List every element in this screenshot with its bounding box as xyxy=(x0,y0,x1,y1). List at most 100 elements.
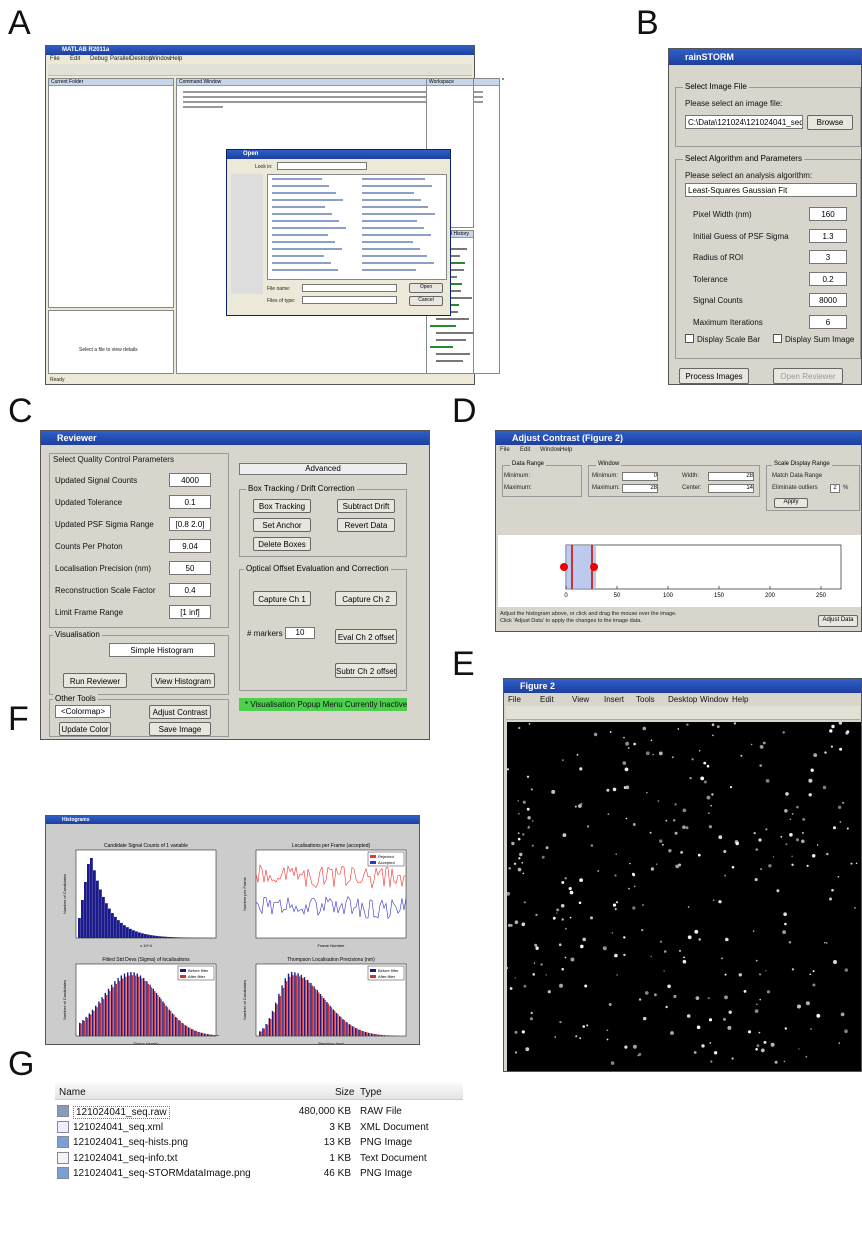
spot xyxy=(756,1003,758,1005)
menu-item[interactable]: Edit xyxy=(540,695,554,704)
file-name[interactable]: 121024041_seq-hists.png xyxy=(73,1137,189,1148)
menu-item[interactable]: Edit xyxy=(520,447,531,453)
hist-bar xyxy=(318,992,320,1036)
hist-bar xyxy=(203,1033,206,1036)
spot xyxy=(687,935,692,940)
spot xyxy=(569,916,572,919)
label: Name xyxy=(59,1087,86,1098)
browse-button[interactable]: Browse xyxy=(807,115,853,130)
hist-bar xyxy=(266,1024,269,1036)
process-button[interactable]: Process Images xyxy=(679,368,749,384)
anchor-button[interactable]: Set Anchor xyxy=(253,518,311,532)
menu-item[interactable]: Window xyxy=(150,56,172,62)
ui-element xyxy=(55,1083,463,1100)
spot xyxy=(760,1048,765,1053)
hist-bar xyxy=(80,1023,82,1036)
menu-item[interactable]: Tools xyxy=(636,695,655,704)
menu-item[interactable]: Window xyxy=(540,447,562,453)
label: Center: xyxy=(682,485,702,491)
algorithm-select[interactable]: Least-Squares Gaussian Fit xyxy=(685,183,857,197)
hist-button[interactable]: View Histogram xyxy=(151,673,215,688)
param-label: Localisation Precision (nm) xyxy=(55,564,152,573)
plots: Candidate Signal Counts of 1 variable Num… xyxy=(62,843,407,1044)
run-button[interactable]: Run Reviewer xyxy=(63,673,127,688)
menu-item[interactable]: Help xyxy=(170,56,183,62)
hist-bar xyxy=(99,1003,101,1036)
save-button[interactable]: Save Image xyxy=(149,722,211,736)
adjust-data-button[interactable]: Adjust Data xyxy=(818,615,858,627)
apply-button[interactable]: Apply xyxy=(774,498,808,508)
spot xyxy=(703,780,707,784)
spot xyxy=(740,754,743,757)
spot xyxy=(624,1045,628,1049)
hist-bar xyxy=(216,1035,218,1036)
reviewer-button[interactable]: Open Reviewer xyxy=(773,368,843,384)
group-title: Select Image File xyxy=(683,82,749,91)
colormap-select[interactable]: <Colormap> xyxy=(55,705,111,718)
eval-button[interactable]: Eval Ch 2 offset xyxy=(335,629,397,644)
menu-item[interactable]: Edit xyxy=(70,56,81,62)
file-name[interactable]: 121024041_seq.xml xyxy=(73,1121,164,1133)
subtract-button[interactable]: Subtr Ch 2 offset xyxy=(335,663,397,678)
label: Adjust the histogram above, or click and… xyxy=(500,611,677,617)
spot xyxy=(623,736,625,739)
vis-select[interactable]: Simple Histogram xyxy=(109,643,215,657)
checkbox[interactable] xyxy=(685,334,694,343)
spot xyxy=(641,929,644,932)
delete-button[interactable]: Delete Boxes xyxy=(253,537,311,551)
hist-bar xyxy=(112,987,114,1036)
hist-bar xyxy=(175,1016,177,1036)
menu-item[interactable]: Desktop xyxy=(130,56,153,62)
file-name[interactable]: 121024041_seq.raw xyxy=(73,1106,170,1119)
menu-item[interactable]: Window xyxy=(700,695,729,704)
spot xyxy=(584,984,588,988)
spot xyxy=(718,835,723,840)
spot xyxy=(602,946,607,951)
spot xyxy=(614,874,617,877)
spot xyxy=(607,813,610,816)
capture2-button[interactable]: Capture Ch 2 xyxy=(335,591,397,606)
spot xyxy=(766,990,771,994)
menu-item[interactable]: Debug xyxy=(90,56,108,62)
spot xyxy=(659,839,663,843)
adjust-button[interactable]: Adjust Contrast xyxy=(149,705,211,719)
hist-bar xyxy=(144,980,146,1036)
cancel-button[interactable]: Cancel xyxy=(409,296,443,306)
checkbox[interactable] xyxy=(773,334,782,343)
spot xyxy=(711,723,715,726)
spot xyxy=(812,983,816,987)
menu-item[interactable]: File xyxy=(50,56,60,62)
drift-button[interactable]: Subtract Drift xyxy=(337,499,395,513)
hist-bar xyxy=(366,1032,368,1036)
revert-button[interactable]: Revert Data xyxy=(337,518,395,532)
spot xyxy=(708,825,712,829)
spot xyxy=(622,761,627,765)
spot xyxy=(754,878,758,882)
file-explorer: Name Size Type 121024041_seq.raw 480,000 … xyxy=(55,1083,463,1238)
menu-item[interactable]: View xyxy=(572,695,590,704)
file-name[interactable]: 121024041_seq-STORMdataImage.png xyxy=(73,1168,251,1179)
menu-item[interactable]: Help xyxy=(560,447,573,453)
spot xyxy=(765,970,767,972)
group-title: Other Tools xyxy=(53,694,98,703)
menu-item[interactable]: File xyxy=(508,695,521,704)
capture1-button[interactable]: Capture Ch 1 xyxy=(253,591,311,606)
spot xyxy=(723,850,727,853)
param-label: Maximum Iterations xyxy=(693,317,763,327)
box-button[interactable]: Box Tracking xyxy=(253,499,311,513)
menu-item[interactable]: Help xyxy=(732,695,749,704)
color-button[interactable]: Update Color xyxy=(59,722,111,736)
hist-bar xyxy=(265,1023,267,1036)
menu-item[interactable]: Parallel xyxy=(110,56,131,62)
file-entry xyxy=(272,227,346,229)
spot xyxy=(610,1061,615,1065)
open-button[interactable]: Open xyxy=(409,283,443,293)
menu-item[interactable]: Insert xyxy=(604,695,625,704)
ui-element xyxy=(502,78,504,80)
menu-item[interactable]: File xyxy=(500,447,510,453)
menu-item[interactable]: Desktop xyxy=(668,695,698,704)
file-name[interactable]: 121024041_seq-info.txt xyxy=(73,1152,178,1164)
hist-bar xyxy=(268,1018,270,1036)
toolbar xyxy=(506,706,860,720)
